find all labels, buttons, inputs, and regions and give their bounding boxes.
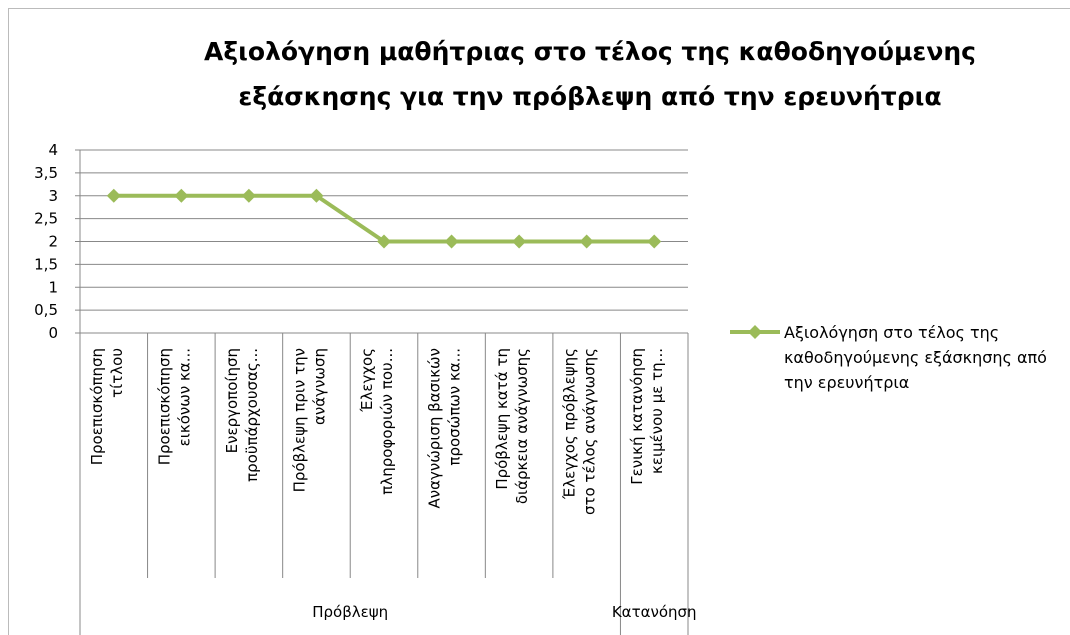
legend-label: Αξιολόγηση στο τέλος της καθοδηγούμενης … (784, 323, 1047, 392)
marker (444, 234, 459, 249)
marker (512, 234, 527, 249)
marker (174, 188, 189, 203)
marker (309, 188, 324, 203)
y-tick-label: 0,5 (34, 301, 58, 319)
x-tick-label: Αναγνώριση βασικών (426, 348, 444, 509)
x-tick-label: προϋπάρχουσας... (243, 348, 261, 482)
x-tick-label: τίτλου (108, 348, 126, 398)
y-tick-label: 1 (48, 278, 58, 296)
x-tick-label: ανάγνωση (310, 348, 328, 425)
x-tick-label: Προεπισκόπηση (88, 348, 106, 465)
x-tick-label: Έλεγχος (358, 348, 376, 413)
legend-marker (748, 325, 762, 339)
marker (647, 234, 662, 249)
y-tick-label: 3,5 (34, 164, 58, 182)
y-tick-label: 4 (48, 141, 58, 159)
chart-title: Αξιολόγηση μαθήτριας στο τέλος της καθοδ… (204, 37, 976, 66)
marker (579, 234, 594, 249)
marker (106, 188, 121, 203)
x-tick-label: προσώπων κα... (446, 348, 464, 466)
x-tick-label: στο τέλος ανάγνωσης (581, 348, 599, 515)
x-tick-label: εικόνων κα... (175, 348, 193, 446)
chart-frame (8, 8, 1070, 635)
marker (377, 234, 391, 249)
x-tick-label: κειμένου με τη... (648, 348, 666, 474)
y-tick-label: 2 (48, 233, 58, 251)
y-tick-label: 0 (48, 324, 58, 342)
x-tick-label: διάρκεια ανάγνωσης (513, 348, 531, 504)
y-tick-label: 1,5 (34, 255, 58, 273)
group-label: Πρόβλεψη (312, 603, 388, 621)
marker (241, 188, 256, 203)
group-label: Κατανόηση (612, 603, 697, 621)
x-tick-label: Έλεγχος πρόβλεψης (561, 348, 579, 500)
chart-title: εξάσκησης για την πρόβλεψη από την ερευν… (238, 82, 941, 111)
x-tick-label: Πρόβλεψη κατά τη (493, 348, 511, 490)
y-tick-label: 2,5 (34, 210, 58, 228)
x-tick-label: Ενεργοποίηση (223, 348, 241, 453)
x-tick-label: πληροφοριών που... (378, 348, 396, 495)
y-tick-label: 3 (48, 187, 58, 205)
x-tick-label: Πρόβλεψη πριν την (290, 348, 308, 492)
x-tick-label: Γενική κατανόηση (628, 348, 646, 485)
x-tick-label: Προεπισκόπηση (155, 348, 173, 465)
